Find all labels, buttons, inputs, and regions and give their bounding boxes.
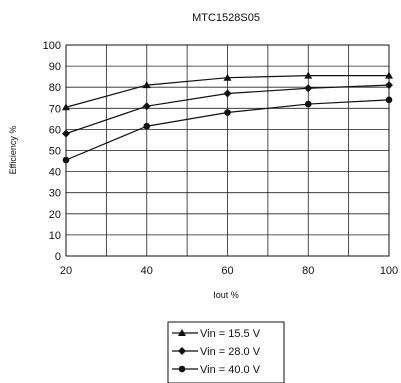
- legend-marker-triangle: [178, 329, 186, 336]
- legend-item: Vin = 28.0 V: [172, 346, 261, 358]
- legend-label: Vin = 28.0 V: [200, 346, 261, 358]
- legend: Vin = 15.5 V Vin = 28.0 V Vin = 40.0 V: [167, 321, 285, 383]
- x-tick-label: 60: [221, 265, 233, 277]
- x-axis-label: Iout %: [213, 290, 239, 300]
- data-point-diamond: [304, 84, 313, 93]
- x-tick-label: 100: [380, 265, 398, 277]
- data-point-circle: [385, 96, 393, 104]
- data-point-diamond: [62, 129, 70, 138]
- y-tick-label: 80: [49, 82, 61, 94]
- y-tick-label: 100: [43, 40, 61, 52]
- y-axis-label: Efficiency %: [8, 126, 18, 175]
- legend-item: Vin = 40.0 V: [172, 364, 261, 376]
- x-tick-label: 80: [302, 265, 314, 277]
- y-tick-label: 70: [49, 103, 61, 115]
- legend-label: Vin = 15.5 V: [200, 328, 261, 340]
- data-point-diamond: [142, 102, 151, 111]
- y-tick-labels: 0 10 20 30 40 50 60 70 80 90 100: [43, 40, 61, 263]
- data-point-triangle: [304, 71, 313, 79]
- data-point-triangle: [62, 103, 70, 111]
- series-triangle: [62, 71, 393, 111]
- legend-marker-circle: [178, 365, 186, 373]
- data-point-triangle: [385, 71, 393, 79]
- y-tick-label: 90: [49, 61, 61, 73]
- y-tick-label: 20: [49, 209, 61, 221]
- y-tick-label: 40: [49, 167, 61, 179]
- x-tick-label: 20: [60, 265, 72, 277]
- y-tick-label: 0: [55, 251, 61, 263]
- plot-frame: [65, 44, 390, 257]
- legend-marker-diamond: [178, 347, 186, 355]
- x-tick-label: 40: [141, 265, 153, 277]
- series-circle: [62, 96, 393, 164]
- y-tick-label: 30: [49, 188, 61, 200]
- legend-box: [167, 321, 285, 383]
- data-point-diamond: [385, 81, 393, 90]
- data-point-circle: [62, 156, 70, 164]
- data-point-triangle: [223, 73, 232, 81]
- series-diamond: [62, 81, 393, 138]
- grid-lines: [65, 44, 390, 257]
- data-point-diamond: [223, 89, 232, 98]
- y-tick-label: 50: [49, 146, 61, 158]
- chart-title: MTC1528S05: [192, 12, 260, 24]
- legend-label: Vin = 40.0 V: [200, 364, 261, 376]
- y-tick-label: 10: [49, 230, 61, 242]
- data-point-triangle: [142, 81, 151, 89]
- data-point-circle: [143, 122, 151, 130]
- data-point-circle: [304, 100, 312, 108]
- legend-item: Vin = 15.5 V: [172, 328, 261, 340]
- data-point-circle: [224, 109, 231, 116]
- y-tick-label: 60: [49, 124, 61, 136]
- x-tick-labels: 20 40 60 80 100: [60, 265, 398, 277]
- series-group: [62, 71, 393, 164]
